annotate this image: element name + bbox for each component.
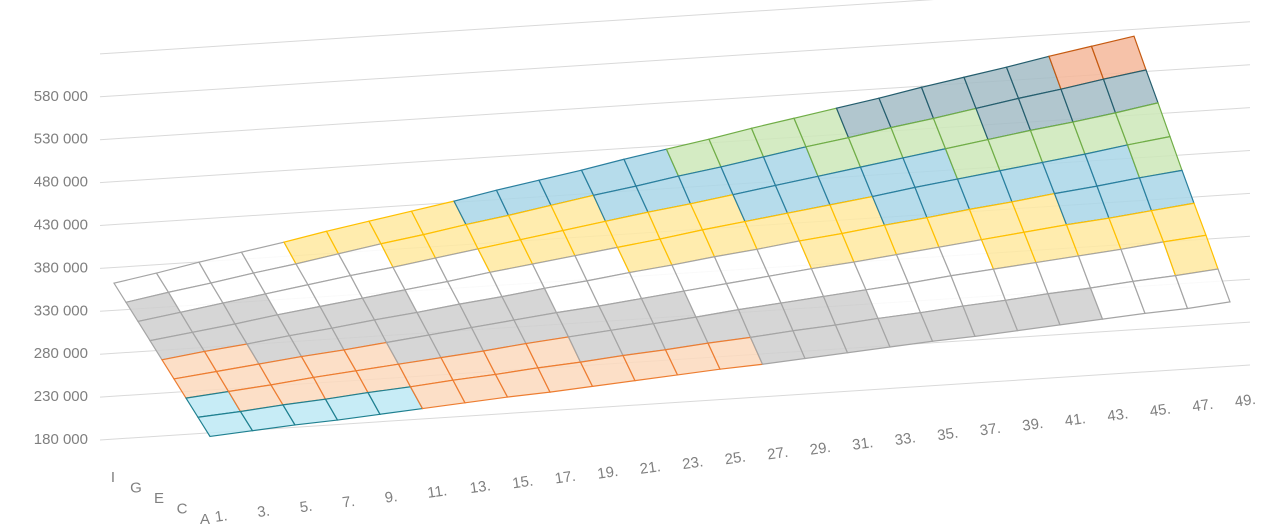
depth-label: G <box>130 479 142 496</box>
x-tick-label: 19. <box>596 463 619 483</box>
x-tick-label: 37. <box>979 420 1002 440</box>
x-tick-label: 39. <box>1021 415 1044 435</box>
y-tick-label: 480 000 <box>34 174 88 191</box>
x-tick-label: 47. <box>1191 396 1214 416</box>
x-tick-label: 5. <box>299 498 314 517</box>
y-tick-label: 530 000 <box>34 131 88 148</box>
x-tick-label: 23. <box>681 453 704 473</box>
surface-cell <box>1174 268 1231 310</box>
x-tick-label: 31. <box>851 434 874 454</box>
y-tick-label: 180 000 <box>34 431 88 448</box>
x-tick-label: 1. <box>214 507 229 526</box>
x-tick-label: 9. <box>384 488 399 507</box>
x-tick-label: 29. <box>809 439 832 459</box>
x-tick-label: 33. <box>894 429 917 449</box>
x-tick-label: 21. <box>639 458 662 478</box>
x-tick-label: 45. <box>1149 401 1172 421</box>
x-tick-label: 25. <box>724 449 747 469</box>
x-tick-label: 17. <box>554 468 577 488</box>
depth-label: C <box>177 500 188 517</box>
x-tick-label: 41. <box>1064 410 1087 430</box>
y-tick-label: 330 000 <box>34 302 88 319</box>
frame-line <box>99 0 935 55</box>
grid-line <box>99 21 1251 98</box>
y-tick-label: 430 000 <box>34 216 88 233</box>
y-tick-label: 380 000 <box>34 259 88 276</box>
x-tick-label: 11. <box>426 482 448 502</box>
x-tick-label: 7. <box>341 493 356 512</box>
x-tick-label: 3. <box>256 503 271 522</box>
y-tick-label: 230 000 <box>34 388 88 405</box>
x-tick-label: 13. <box>469 477 492 497</box>
depth-label: I <box>111 469 115 486</box>
grid-line <box>99 364 1251 441</box>
x-tick-label: 27. <box>766 444 789 464</box>
x-tick-label: 35. <box>936 425 959 445</box>
depth-label: E <box>154 490 164 507</box>
x-tick-label: 49. <box>1234 391 1257 411</box>
x-tick-label: 15. <box>511 473 534 493</box>
y-tick-label: 580 000 <box>34 88 88 105</box>
y-tick-label: 280 000 <box>34 345 88 362</box>
depth-label: A <box>200 511 210 527</box>
x-tick-label: 43. <box>1106 405 1129 425</box>
